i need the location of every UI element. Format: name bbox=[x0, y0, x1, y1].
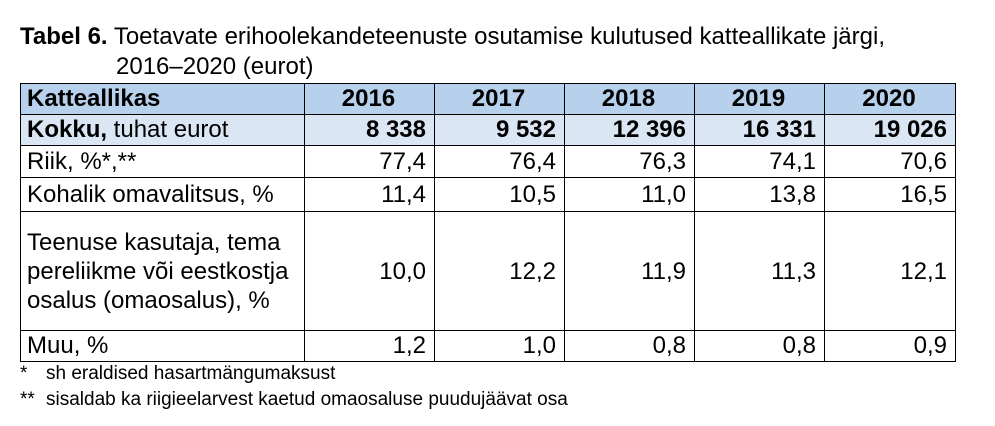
row-label: Riik, %*,** bbox=[20, 145, 305, 178]
caption-label: Tabel 6. bbox=[20, 23, 108, 50]
table-cell: 16 331 bbox=[694, 114, 825, 146]
header-cell-year: 2019 bbox=[694, 83, 825, 115]
header-cell-year: 2018 bbox=[564, 83, 695, 115]
footnotes: * sh eraldised hasartmängumaksust ** sisal… bbox=[20, 361, 568, 413]
row-label: Muu, % bbox=[20, 330, 305, 362]
table-caption: Tabel 6. Toetavate erihoolekandeteenuste… bbox=[20, 22, 885, 82]
row-label: Teenuse kasutaja, tema pereliikme või ee… bbox=[20, 211, 305, 331]
row-label: Kokku, tuhat eurot bbox=[20, 114, 305, 146]
header-cell-year: 2017 bbox=[434, 83, 565, 115]
table-cell: 11,4 bbox=[304, 177, 435, 212]
table-cell: 70,6 bbox=[824, 145, 956, 178]
table-row: Riik, %*,** 77,4 76,4 76,3 74,1 70,6 bbox=[20, 145, 956, 178]
table-cell: 11,0 bbox=[564, 177, 695, 212]
footnote-text: sh eraldised hasartmängumaksust bbox=[46, 363, 336, 384]
table-cell: 0,8 bbox=[694, 330, 825, 362]
table-cell: 1,0 bbox=[434, 330, 565, 362]
table-row-total: Kokku, tuhat eurot 8 338 9 532 12 396 16… bbox=[20, 114, 956, 146]
footnote-text: sisaldab ka riigieelarvest kaetud omaosa… bbox=[46, 389, 568, 410]
table-cell: 77,4 bbox=[304, 145, 435, 178]
row-label-bold: Kokku, bbox=[27, 116, 108, 143]
row-label-unit: tuhat eurot bbox=[107, 116, 229, 143]
data-table: Katteallikas 2016 2017 2018 2019 2020 Ko… bbox=[20, 83, 956, 362]
table-cell: 10,5 bbox=[434, 177, 565, 212]
table-cell: 1,2 bbox=[304, 330, 435, 362]
caption-line-2: 2016–2020 (eurot) bbox=[116, 53, 314, 80]
table-row: Muu, % 1,2 1,0 0,8 0,8 0,9 bbox=[20, 330, 956, 362]
table-cell: 76,3 bbox=[564, 145, 695, 178]
header-cell-year: 2020 bbox=[824, 83, 956, 115]
table-header-row: Katteallikas 2016 2017 2018 2019 2020 bbox=[20, 83, 956, 115]
table-cell: 74,1 bbox=[694, 145, 825, 178]
header-cell-source: Katteallikas bbox=[20, 83, 305, 115]
table-cell: 13,8 bbox=[694, 177, 825, 212]
table-cell: 0,8 bbox=[564, 330, 695, 362]
table-cell: 12,1 bbox=[824, 211, 956, 331]
caption-line-1: Tabel 6. Toetavate erihoolekandeteenuste… bbox=[20, 22, 885, 52]
table-cell: 10,0 bbox=[304, 211, 435, 331]
table-cell: 0,9 bbox=[824, 330, 956, 362]
caption-title: Toetavate erihoolekandeteenuste osutamis… bbox=[113, 23, 885, 50]
table-cell: 16,5 bbox=[824, 177, 956, 212]
footnote: * sh eraldised hasartmängumaksust bbox=[20, 361, 568, 387]
table-cell: 12,2 bbox=[434, 211, 565, 331]
footnote-mark: ** bbox=[20, 389, 35, 410]
table-cell: 12 396 bbox=[564, 114, 695, 146]
table-row: Teenuse kasutaja, tema pereliikme või ee… bbox=[20, 211, 956, 331]
row-label: Kohalik omavalitsus, % bbox=[20, 177, 305, 212]
table-row: Kohalik omavalitsus, % 11,4 10,5 11,0 13… bbox=[20, 177, 956, 212]
table-cell: 11,3 bbox=[694, 211, 825, 331]
table-cell: 9 532 bbox=[434, 114, 565, 146]
table-cell: 11,9 bbox=[564, 211, 695, 331]
table-cell: 8 338 bbox=[304, 114, 435, 146]
footnote: ** sisaldab ka riigieelarvest kaetud omao… bbox=[20, 387, 568, 413]
header-cell-year: 2016 bbox=[304, 83, 435, 115]
footnote-mark: * bbox=[20, 363, 28, 384]
table-cell: 76,4 bbox=[434, 145, 565, 178]
table-cell: 19 026 bbox=[824, 114, 956, 146]
